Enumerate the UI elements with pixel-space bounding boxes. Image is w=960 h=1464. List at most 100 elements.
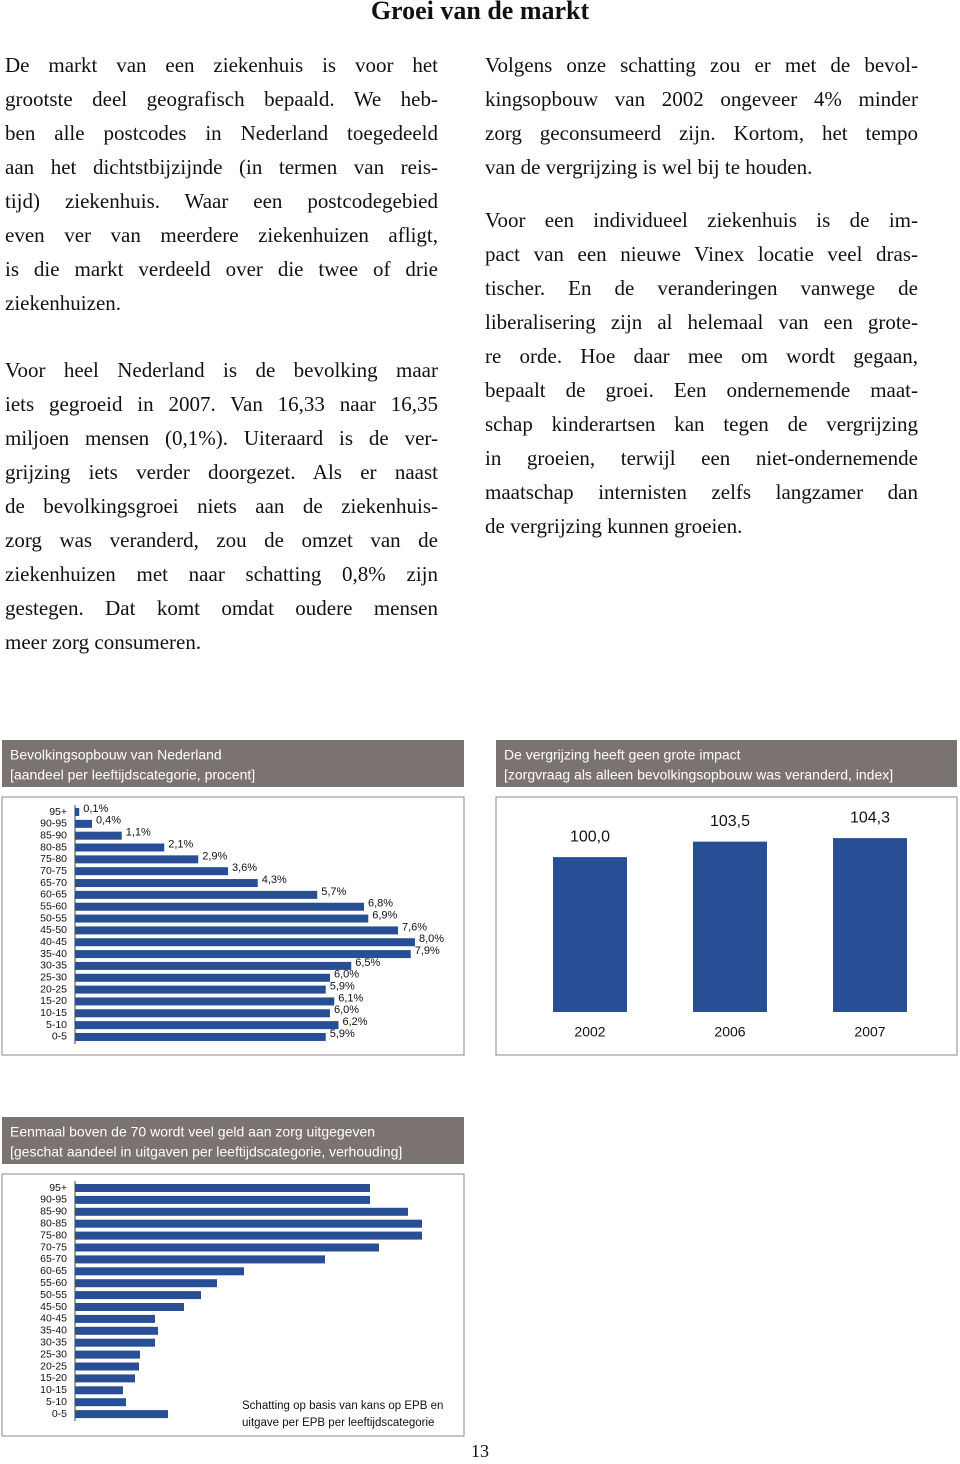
value-label: 2,1% <box>168 838 193 850</box>
category-label: 75-80 <box>40 1229 67 1241</box>
bar <box>75 1243 379 1252</box>
value-label: 6,2% <box>343 1016 368 1028</box>
text-line: maatschap internisten zelfs langzamer da… <box>485 480 918 504</box>
text-line: re orde. Hoe daar mee om wordt gegaan, <box>485 344 918 368</box>
bar <box>75 1184 370 1192</box>
category-label: 60-65 <box>40 1265 67 1277</box>
category-label: 85-90 <box>40 1206 67 1218</box>
bar <box>75 1267 244 1276</box>
category-label: 85-90 <box>40 829 67 841</box>
bar <box>75 1410 168 1419</box>
text-line: even ver van meerdere ziekenhuizen aflig… <box>5 223 438 247</box>
category-label: 20-25 <box>40 983 67 995</box>
text-line: is die markt verdeeld over die twee of d… <box>5 257 438 281</box>
text-line: pact van een nieuwe Vinex locatie veel d… <box>485 242 918 266</box>
category-label: 45-50 <box>40 924 67 936</box>
bar <box>75 843 165 852</box>
category-label: 70-75 <box>40 1241 67 1253</box>
bar <box>75 985 326 994</box>
chart-title: Bevolkingsopbouw van Nederland <box>10 747 222 763</box>
category-label: 25-30 <box>40 972 67 984</box>
category-label: 20-25 <box>40 1360 67 1372</box>
category-label: 55-60 <box>40 901 67 913</box>
category-label: 5-10 <box>46 1019 67 1031</box>
category-label: 65-70 <box>40 877 67 889</box>
text-line: ziekenhuizen. <box>5 291 122 315</box>
category-label: 35-40 <box>40 1325 67 1337</box>
value-label: 4,3% <box>262 874 287 886</box>
bar <box>75 1303 184 1311</box>
bar <box>75 1326 158 1335</box>
category-label: 65-70 <box>40 1253 67 1265</box>
text-line: Voor een individueel ziekenhuis is de im… <box>485 208 918 232</box>
bar <box>75 961 352 970</box>
value-label: 6,0% <box>334 969 359 981</box>
bar <box>75 1219 422 1228</box>
category-label: 10-15 <box>40 1007 67 1019</box>
text-line: Volgens onze schatting zou er met de bev… <box>485 53 918 77</box>
bar <box>75 855 199 864</box>
category-label: 15-20 <box>40 1372 67 1384</box>
bar <box>75 819 92 828</box>
text-line: grijzing iets verder doorgezet. Als er n… <box>5 460 438 484</box>
category-label: 30-35 <box>40 960 67 972</box>
page-title: Groei van de markt <box>0 0 960 26</box>
text-line: tischer. En de veranderingen vanwege de <box>485 276 918 300</box>
text-line: grootste deel geografisch bepaald. We he… <box>5 87 438 111</box>
text-line: de vergrijzing kunnen groeien. <box>485 514 743 538</box>
text-line: De markt van een ziekenhuis is voor het <box>5 53 438 77</box>
category-label: 55-60 <box>40 1277 67 1289</box>
text-line: meer zorg consumeren. <box>5 630 202 654</box>
bar <box>75 1314 155 1323</box>
chart-subtitle: [geschat aandeel in uitgaven per leeftij… <box>10 1144 402 1160</box>
bar <box>75 1032 326 1041</box>
bar <box>75 902 364 911</box>
text-line: zorg geconsumeerd zijn. Kortom, het temp… <box>485 121 918 145</box>
text-line: in groeien, terwijl een niet-ondernemend… <box>485 446 918 470</box>
bar <box>75 831 122 840</box>
chart-header <box>2 1117 464 1164</box>
value-label: 2,9% <box>202 850 227 862</box>
value-label: 100,0 <box>570 828 610 845</box>
category-label: 95+ <box>49 806 67 818</box>
bar <box>75 867 228 876</box>
text-line: ben alle postcodes in Nederland toegedee… <box>5 121 438 145</box>
text-line: aan het dichtstbijzijnde (in termen van … <box>5 155 438 179</box>
category-label: 0-5 <box>52 1408 67 1420</box>
text-line: miljoen mensen (0,1%). Uiteraard is de v… <box>5 426 438 450</box>
value-label: 104,3 <box>850 809 890 826</box>
text-line: de bevolkingsgroei niets aan de ziekenhu… <box>5 494 438 518</box>
value-label: 6,1% <box>338 992 363 1004</box>
bar <box>75 1398 126 1407</box>
category-label: 50-55 <box>40 1289 67 1301</box>
annotation: Schatting op basis van kans op EPB en <box>242 1400 443 1412</box>
text-line: schap kinderartsen kan tegen de vergrijz… <box>485 412 918 436</box>
text-line: Voor heel Nederland is de bevolking maar <box>5 358 438 382</box>
category-label: 15-20 <box>40 995 67 1007</box>
chart-header <box>2 740 464 787</box>
bar <box>75 808 80 816</box>
category-label: 30-35 <box>40 1336 67 1348</box>
category-label: 35-40 <box>40 948 67 960</box>
chart-title: Eenmaal boven de 70 wordt veel geld aan … <box>10 1124 375 1140</box>
bar <box>75 1231 422 1240</box>
chart-subtitle: [zorgvraag als alleen bevolkingsopbouw w… <box>504 767 893 783</box>
category-label: 2006 <box>714 1024 745 1040</box>
value-label: 5,9% <box>330 981 355 993</box>
text-line: tijd) ziekenhuis. Waar een postcodegebie… <box>5 189 438 213</box>
value-label: 0,1% <box>83 803 108 815</box>
category-label: 70-75 <box>40 865 67 877</box>
text-line: liberalisering zijn al helemaal van een … <box>485 310 918 334</box>
chart-frame <box>1 796 465 1056</box>
category-label: 0-5 <box>52 1031 67 1043</box>
value-label: 6,5% <box>355 957 380 969</box>
bar <box>75 1374 135 1383</box>
bar <box>75 1350 140 1359</box>
category-label: 10-15 <box>40 1384 67 1396</box>
bar <box>75 1009 330 1018</box>
value-label: 0,4% <box>96 815 121 827</box>
category-label: 80-85 <box>40 1217 67 1229</box>
